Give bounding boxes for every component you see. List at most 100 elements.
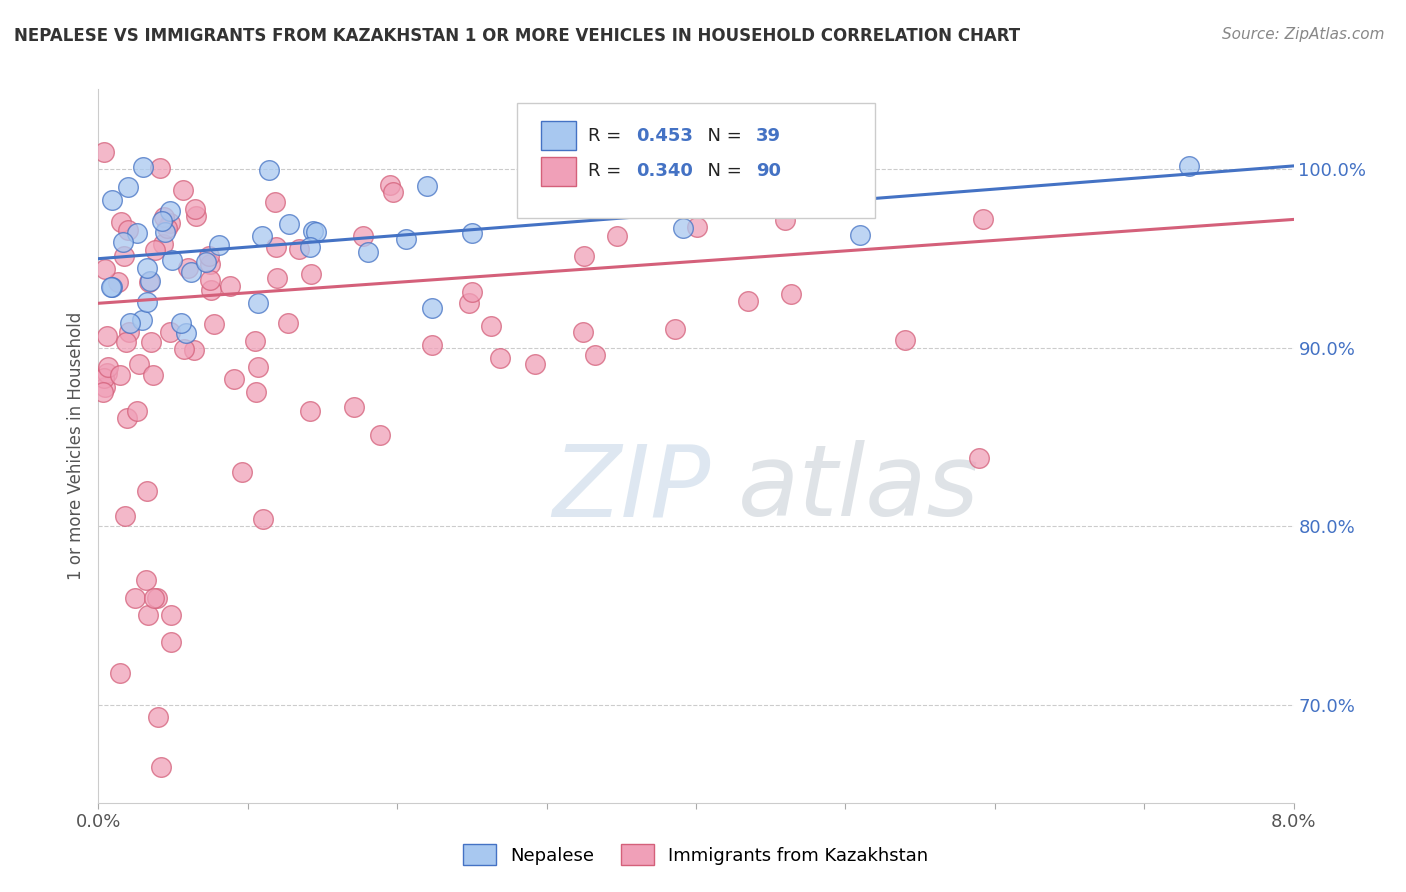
- Point: [127, 227, 149, 241]
- Point: [218, 279, 240, 293]
- Point: [1178, 159, 1201, 173]
- Point: [395, 232, 418, 246]
- Point: [380, 178, 402, 193]
- Legend: Nepalese, Immigrants from Kazakhstan: Nepalese, Immigrants from Kazakhstan: [456, 837, 936, 872]
- Point: [96, 367, 118, 381]
- Point: [420, 337, 443, 351]
- Point: [357, 245, 380, 260]
- Point: [91, 385, 114, 400]
- Text: 90: 90: [756, 162, 780, 180]
- Point: [250, 229, 273, 244]
- Point: [132, 160, 155, 174]
- Point: [287, 242, 309, 256]
- Point: [305, 226, 328, 240]
- Point: [124, 591, 146, 605]
- Point: [676, 178, 699, 192]
- Point: [117, 180, 139, 194]
- Point: [110, 215, 132, 229]
- Point: [198, 257, 221, 271]
- Point: [208, 238, 231, 252]
- Point: [257, 163, 280, 178]
- Point: [264, 240, 287, 254]
- Point: [117, 410, 139, 425]
- Point: [169, 316, 191, 330]
- Point: [972, 211, 994, 226]
- Point: [302, 224, 325, 238]
- Point: [131, 313, 153, 327]
- Point: [97, 360, 120, 375]
- Point: [606, 229, 628, 244]
- Text: N =: N =: [696, 162, 748, 180]
- FancyBboxPatch shape: [517, 103, 876, 218]
- Point: [672, 221, 695, 235]
- Point: [664, 322, 686, 336]
- Point: [136, 295, 159, 310]
- Point: [136, 608, 159, 623]
- Point: [135, 573, 157, 587]
- Text: R =: R =: [589, 162, 627, 180]
- Point: [100, 280, 122, 294]
- Point: [198, 273, 221, 287]
- Point: [149, 760, 172, 774]
- Point: [352, 228, 374, 243]
- Point: [125, 403, 148, 417]
- Point: [278, 217, 301, 231]
- Point: [382, 186, 405, 200]
- Point: [737, 293, 759, 308]
- Text: Source: ZipAtlas.com: Source: ZipAtlas.com: [1222, 27, 1385, 42]
- Point: [159, 216, 181, 230]
- Point: [150, 214, 173, 228]
- Point: [489, 351, 512, 365]
- Point: [231, 465, 253, 479]
- Point: [277, 317, 299, 331]
- Point: [143, 243, 166, 257]
- Point: [658, 186, 681, 201]
- Point: [94, 379, 117, 393]
- Point: [458, 296, 481, 310]
- Y-axis label: 1 or more Vehicles in Household: 1 or more Vehicles in Household: [66, 312, 84, 580]
- Point: [245, 384, 267, 399]
- Point: [114, 334, 136, 349]
- Point: [112, 249, 135, 263]
- Point: [173, 342, 195, 356]
- Point: [263, 195, 285, 210]
- Text: R =: R =: [589, 127, 627, 145]
- Point: [142, 368, 165, 383]
- Point: [159, 325, 181, 339]
- Point: [583, 348, 606, 362]
- Point: [416, 179, 439, 194]
- Point: [461, 227, 484, 241]
- Point: [101, 194, 124, 208]
- Point: [118, 325, 141, 339]
- Point: [252, 512, 274, 526]
- Text: 0.340: 0.340: [636, 162, 693, 180]
- Point: [128, 357, 150, 371]
- Point: [894, 333, 917, 347]
- Point: [160, 253, 183, 268]
- Point: [93, 371, 115, 385]
- Point: [93, 145, 115, 159]
- Text: 0.453: 0.453: [636, 127, 693, 145]
- FancyBboxPatch shape: [541, 157, 576, 186]
- Point: [112, 235, 135, 249]
- Point: [136, 483, 159, 498]
- Point: [368, 427, 391, 442]
- Point: [155, 226, 177, 240]
- Point: [139, 274, 162, 288]
- Point: [266, 271, 288, 285]
- Point: [572, 249, 595, 263]
- Point: [479, 319, 502, 334]
- Text: 39: 39: [756, 127, 780, 145]
- Point: [773, 212, 796, 227]
- Point: [96, 329, 118, 343]
- Point: [177, 261, 200, 276]
- Point: [184, 202, 207, 216]
- Text: ZIP: ZIP: [553, 441, 711, 537]
- Point: [153, 210, 176, 224]
- Point: [142, 591, 165, 605]
- Point: [524, 357, 547, 371]
- Point: [136, 260, 159, 275]
- Point: [146, 591, 169, 605]
- Point: [174, 326, 197, 340]
- Point: [159, 635, 181, 649]
